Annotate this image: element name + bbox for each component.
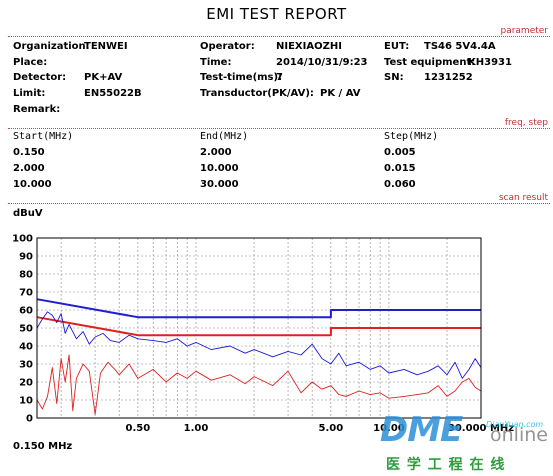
test-time-value: 7 bbox=[276, 72, 283, 83]
x-start-label: 0.150 MHz bbox=[13, 441, 72, 452]
watermark-brand: DME bbox=[380, 410, 463, 450]
scan-result-divider: scan result bbox=[8, 193, 550, 204]
y-axis-unit-label: dBuV bbox=[13, 208, 43, 219]
transductor-label: Transductor(PK/AV): bbox=[200, 88, 314, 99]
y-tick-label-10: 10 bbox=[19, 396, 33, 407]
report-title: EMI TEST REPORT bbox=[206, 5, 347, 23]
freq-header-end: End(MHz) bbox=[200, 131, 249, 142]
equipment-value: KH3931 bbox=[468, 57, 512, 68]
y-tick-label-90: 90 bbox=[19, 252, 33, 263]
x-tick-label-5.00: 5.00 bbox=[319, 423, 344, 434]
eut-label: EUT: bbox=[384, 41, 410, 52]
time-label: Time: bbox=[200, 57, 232, 68]
freq-row-3-end: 30.000 bbox=[200, 179, 239, 190]
series-peak bbox=[36, 311, 482, 379]
watermark-site: DianYuan.com bbox=[486, 420, 544, 429]
y-tick-label-60: 60 bbox=[19, 306, 33, 317]
place-label: Place: bbox=[13, 57, 48, 68]
y-tick-label-20: 20 bbox=[19, 378, 33, 389]
y-tick-label-70: 70 bbox=[19, 288, 33, 299]
chart-series bbox=[36, 298, 482, 415]
series-quasi-peak-limit bbox=[36, 298, 481, 319]
freq-row-1-start: 0.150 bbox=[13, 147, 45, 158]
freq-row-2-step: 0.015 bbox=[384, 163, 416, 174]
scan-result-section-label: scan result bbox=[495, 193, 548, 203]
freq-row-1-step: 0.005 bbox=[384, 147, 416, 158]
x-tick-label-10.00: 10.00 bbox=[373, 423, 405, 434]
freq-header-start: Start(MHz) bbox=[13, 131, 74, 142]
transductor-value: PK / AV bbox=[320, 88, 361, 99]
freq-header-step: Step(MHz) bbox=[384, 131, 439, 142]
parameter-section-label: parameter bbox=[497, 26, 548, 36]
x-tick-label-30.000 MHz: 30.000 MHz bbox=[448, 423, 514, 434]
sn-label: SN: bbox=[384, 72, 404, 83]
y-tick-label-80: 80 bbox=[19, 270, 33, 281]
operator-value: NIEXIAOZHI bbox=[276, 41, 342, 52]
time-value: 2014/10/31/9:23 bbox=[276, 57, 368, 68]
freq-row-2-start: 2.000 bbox=[13, 163, 45, 174]
remark-label: Remark: bbox=[13, 104, 61, 115]
sn-value: 1231252 bbox=[424, 72, 473, 83]
test-time-label: Test-time(ms): bbox=[200, 72, 283, 83]
emi-scan-chart: 0 10 20 30 40 50 60 70 80 90 100 0.50 1.00 5.00 10.00… bbox=[12, 234, 514, 453]
organization-label: Organization: bbox=[13, 41, 90, 52]
y-tick-label-30: 30 bbox=[19, 360, 33, 371]
eut-value: TS46 5V4.4A bbox=[424, 41, 496, 52]
plot-frame bbox=[36, 237, 482, 419]
freq-step-section-label: freq, step bbox=[501, 118, 548, 128]
parameter-divider: parameter bbox=[8, 26, 550, 37]
equipment-label: Test equipment: bbox=[384, 57, 476, 68]
limit-value: EN55022B bbox=[84, 88, 142, 99]
watermark-logo: DME online DianYuan.com 医 学 工 程 在 线 bbox=[380, 410, 552, 474]
x-tick-label-1.00: 1.00 bbox=[184, 423, 209, 434]
freq-step-divider: freq, step bbox=[8, 118, 550, 129]
limit-label: Limit: bbox=[13, 88, 46, 99]
series-average-limit bbox=[36, 316, 481, 337]
x-tick-labels: 0.50 1.00 5.00 10.00 30.000 MHz 0.150 MHz bbox=[13, 423, 514, 452]
organization-value: TENWEI bbox=[84, 41, 128, 52]
freq-row-3-start: 10.000 bbox=[13, 179, 52, 190]
watermark-chinese: 医 学 工 程 在 线 bbox=[386, 457, 506, 473]
freq-row-2-end: 10.000 bbox=[200, 163, 239, 174]
detector-value: PK+AV bbox=[84, 72, 123, 83]
operator-label: Operator: bbox=[200, 41, 255, 52]
freq-row-3-step: 0.060 bbox=[384, 179, 416, 190]
watermark-brand-online: online bbox=[490, 424, 548, 446]
x-tick-label-0.50: 0.50 bbox=[126, 423, 151, 434]
freq-row-1-end: 2.000 bbox=[200, 147, 232, 158]
detector-label: Detector: bbox=[13, 72, 67, 83]
y-tick-label-40: 40 bbox=[19, 342, 33, 353]
series-average bbox=[36, 354, 482, 415]
y-tick-label-100: 100 bbox=[12, 234, 33, 245]
y-tick-labels: 0 10 20 30 40 50 60 70 80 90 100 bbox=[12, 234, 33, 425]
y-tick-label-0: 0 bbox=[26, 414, 33, 425]
y-tick-label-50: 50 bbox=[19, 324, 33, 335]
